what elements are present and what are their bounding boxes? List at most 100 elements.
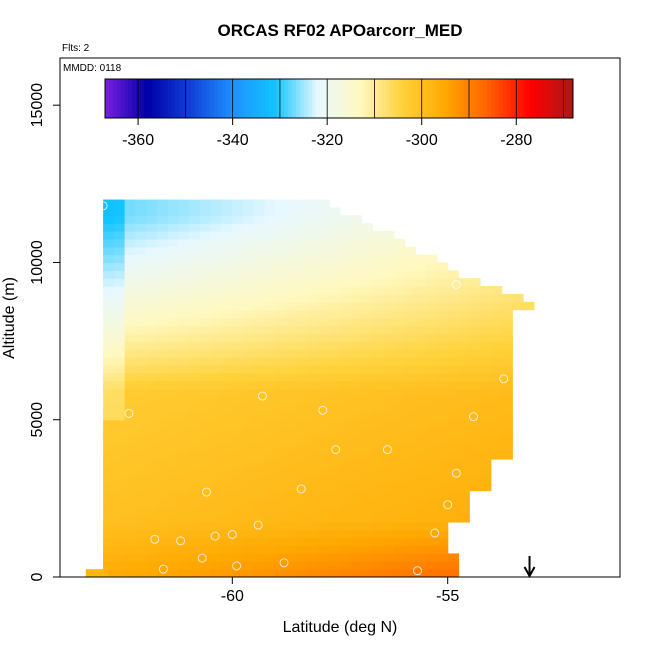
data-point xyxy=(258,391,267,401)
heatmap-cell xyxy=(318,309,330,319)
heatmap-cell xyxy=(189,246,201,256)
heatmap-cell xyxy=(383,451,395,460)
heatmap-cell xyxy=(124,238,136,248)
heatmap-cell xyxy=(167,404,180,413)
heatmap-cell xyxy=(404,396,416,405)
heatmap-cell xyxy=(512,301,524,311)
heatmap-cell xyxy=(178,419,190,429)
colorbar-segment xyxy=(241,79,246,118)
heatmap-cell xyxy=(200,506,212,515)
heatmap-cell xyxy=(458,482,470,492)
heatmap-cell xyxy=(146,529,158,539)
heatmap-cell xyxy=(458,286,470,295)
heatmap-cell xyxy=(286,490,298,499)
heatmap-cell xyxy=(275,364,287,374)
heatmap-cell xyxy=(221,514,233,523)
heatmap-cell xyxy=(329,404,341,413)
heatmap-cell xyxy=(210,372,223,382)
heatmap-cell xyxy=(253,419,266,429)
heatmap-cell xyxy=(426,270,438,279)
heatmap-cell xyxy=(243,396,255,405)
heatmap-cell xyxy=(113,215,126,224)
heatmap-cell xyxy=(361,569,373,577)
heatmap-cell xyxy=(318,223,330,232)
heatmap-cell xyxy=(329,238,341,248)
heatmap-cell xyxy=(286,270,298,279)
colorbar-segment xyxy=(151,79,157,118)
heatmap-cell xyxy=(210,451,223,460)
heatmap-cell xyxy=(393,317,406,326)
heatmap-cell xyxy=(415,404,427,413)
heatmap-cell xyxy=(178,459,190,468)
heatmap-cell xyxy=(124,388,136,397)
heatmap-cell xyxy=(361,325,373,334)
heatmap-cell xyxy=(296,309,309,319)
heatmap-cell xyxy=(436,537,449,547)
heatmap-cell xyxy=(113,521,126,531)
heatmap-cell xyxy=(189,396,201,405)
heatmap-cell xyxy=(178,215,190,224)
heatmap-cell xyxy=(436,396,449,405)
heatmap-cell xyxy=(318,293,330,303)
heatmap-cell xyxy=(361,372,373,382)
heatmap-cell xyxy=(124,498,136,507)
heatmap-cell xyxy=(436,262,449,271)
heatmap-cell xyxy=(210,466,223,476)
heatmap-cell xyxy=(383,325,395,334)
heatmap-cell xyxy=(318,286,330,295)
heatmap-cell xyxy=(372,537,384,547)
colorbar-segment xyxy=(358,79,363,118)
heatmap-cell xyxy=(275,333,287,342)
heatmap-cell xyxy=(361,411,373,421)
heatmap-cell xyxy=(329,443,341,452)
heatmap-cell xyxy=(156,372,169,382)
heatmap-cell xyxy=(350,474,363,484)
heatmap-cell xyxy=(146,270,158,279)
heatmap-cell xyxy=(253,231,266,240)
heatmap-cell xyxy=(318,411,330,421)
heatmap-cell xyxy=(350,270,363,279)
heatmap-cell xyxy=(415,348,427,358)
heatmap-cell xyxy=(113,466,126,476)
heatmap-cell xyxy=(329,490,341,499)
heatmap-cell xyxy=(361,348,373,358)
heatmap-cell xyxy=(221,215,233,224)
heatmap-cell xyxy=(253,545,266,555)
heatmap-cell xyxy=(243,490,255,499)
heatmap-cell xyxy=(135,569,147,577)
colorbar-segment xyxy=(362,79,367,118)
heatmap-cell xyxy=(307,443,320,452)
heatmap-cell xyxy=(383,333,395,342)
heatmap-cell xyxy=(436,333,449,342)
heatmap-cell xyxy=(178,372,190,382)
heatmap-cell xyxy=(200,356,212,366)
heatmap-cell xyxy=(264,223,276,232)
heatmap-cell xyxy=(426,278,438,287)
heatmap-cell xyxy=(156,427,169,437)
heatmap-cell xyxy=(383,301,395,311)
heatmap-cell xyxy=(103,411,115,421)
heatmap-cell xyxy=(372,238,384,248)
colorbar-segment xyxy=(167,79,172,118)
heatmap-cell xyxy=(124,254,136,264)
heatmap-cell xyxy=(253,451,266,460)
heatmap-cell xyxy=(415,443,427,452)
heatmap-cell xyxy=(286,348,298,358)
heatmap-cell xyxy=(103,238,115,248)
heatmap-cell xyxy=(146,254,158,264)
heatmap-cell xyxy=(243,254,255,264)
colorbar-segment xyxy=(495,79,500,118)
heatmap-cell xyxy=(243,498,255,507)
heatmap-cell xyxy=(340,333,352,342)
heatmap-cell xyxy=(146,341,158,350)
heatmap-cell xyxy=(264,341,276,350)
heatmap-cell xyxy=(458,459,470,468)
colorbar-segment xyxy=(202,79,207,118)
heatmap-cell xyxy=(103,514,115,523)
heatmap-cell xyxy=(361,443,373,452)
heatmap-cell xyxy=(189,569,201,577)
heatmap-cell xyxy=(286,427,298,437)
heatmap-cell xyxy=(350,348,363,358)
heatmap-cell xyxy=(146,238,158,248)
heatmap-cell xyxy=(103,341,115,350)
